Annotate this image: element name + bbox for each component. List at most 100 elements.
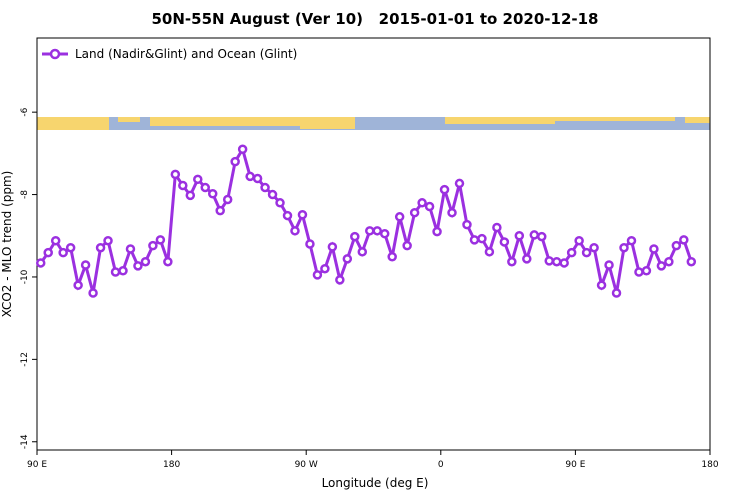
data-point (312, 270, 323, 280)
data-point (230, 156, 240, 167)
data-point (402, 240, 412, 251)
data-point (529, 230, 540, 240)
data-point (222, 194, 233, 205)
data-point (537, 231, 547, 242)
data-point (469, 235, 480, 245)
data-point (185, 190, 196, 201)
data-point (379, 228, 390, 239)
data-point (342, 254, 353, 264)
data-point (566, 247, 577, 258)
data-point (447, 207, 457, 218)
data-point (320, 263, 330, 274)
data-point (634, 267, 644, 277)
data-point (297, 209, 308, 220)
data-point (671, 240, 682, 251)
data-point (155, 235, 166, 245)
data-point (499, 237, 510, 247)
x-tick-label: 180 (163, 460, 180, 470)
data-point (664, 256, 674, 267)
data-point (641, 266, 652, 276)
data-point (215, 205, 225, 216)
data-point (110, 267, 121, 277)
data-point (656, 261, 667, 271)
data-point (43, 247, 53, 258)
plot-frame (36, 37, 711, 451)
x-tick-label: 180 (701, 460, 718, 470)
data-point (50, 235, 61, 246)
data-point (604, 260, 614, 270)
data-point (454, 178, 465, 189)
data-point (350, 231, 360, 242)
data-point (365, 226, 375, 236)
y-tick-label: -10 (20, 269, 30, 284)
data-point (282, 210, 293, 221)
data-point (335, 275, 345, 285)
data-point (686, 256, 697, 267)
data-point (170, 169, 181, 180)
data-point (290, 226, 300, 236)
data-point (178, 180, 188, 191)
data-point (133, 261, 143, 271)
data-point (35, 258, 46, 268)
legend-label: Land (Nadir&Glint) and Ocean (Glint) (75, 47, 297, 61)
data-point (611, 288, 622, 298)
x-axis-label: Longitude (deg E) (322, 476, 429, 490)
data-point (148, 240, 158, 251)
data-point (522, 254, 532, 264)
data-point (200, 182, 210, 193)
data-point (88, 288, 98, 298)
chart-title: 50N-55N August (Ver 10) 2015-01-01 to 20… (152, 10, 599, 28)
data-point (58, 247, 68, 258)
data-point (596, 280, 607, 290)
data-point (387, 252, 397, 262)
data-point (372, 226, 382, 236)
data-point (245, 171, 255, 182)
data-point (260, 182, 270, 193)
y-tick-label: -14 (20, 434, 30, 449)
data-point (80, 260, 91, 270)
data-point (394, 212, 405, 222)
data-point (462, 219, 472, 230)
data-point (125, 244, 136, 254)
y-axis-label: XCO2 - MLO trend (ppm) (0, 171, 14, 318)
data-point (507, 256, 517, 267)
data-point (163, 256, 173, 267)
data-point (492, 222, 502, 233)
data-point (551, 256, 562, 267)
data-point (73, 280, 83, 290)
data-point (357, 247, 368, 257)
data-point (237, 144, 248, 154)
legend-marker (49, 48, 61, 60)
data-point (477, 233, 487, 244)
data-point (432, 226, 442, 237)
data-point (679, 235, 689, 245)
y-tick-label: -6 (20, 107, 30, 116)
data-point (305, 239, 315, 249)
data-point (118, 266, 128, 276)
data-point (252, 173, 263, 184)
data-point (626, 235, 637, 246)
data-point (267, 189, 278, 200)
data-point (544, 256, 554, 266)
land-ocean-strip (37, 117, 710, 130)
data-point (589, 242, 599, 253)
data-point (65, 242, 76, 253)
x-tick-label: 90 E (565, 460, 585, 470)
data-point (649, 244, 659, 254)
data-point (581, 247, 592, 258)
data-point (424, 201, 435, 212)
data-point (193, 174, 203, 185)
data-point (417, 198, 427, 208)
data-point (514, 231, 525, 241)
data-point (559, 258, 569, 268)
data-point (103, 235, 113, 246)
data-point (619, 242, 629, 253)
x-tick-label: 90 E (27, 460, 47, 470)
data-point (574, 235, 584, 246)
data-point (327, 242, 338, 252)
x-tick-label: 0 (438, 460, 444, 470)
y-tick-label: -8 (20, 190, 30, 199)
data-point (409, 207, 420, 218)
data-point (275, 198, 285, 208)
